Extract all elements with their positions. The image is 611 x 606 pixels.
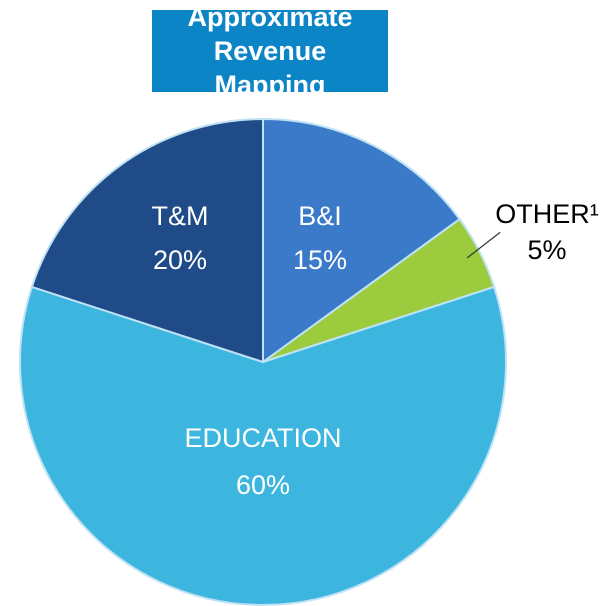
leader-line	[466, 231, 501, 259]
slice-value-label: 60%	[236, 470, 290, 500]
slice-value-label: 15%	[293, 245, 347, 275]
pie-slice	[30, 117, 264, 364]
pie-slice	[262, 117, 461, 364]
slice-label: B&I	[298, 201, 342, 231]
slice-label: T&M	[152, 201, 209, 231]
slice-value-label: 20%	[153, 245, 207, 275]
slice-value-label: 5%	[527, 235, 566, 265]
slice-label: EDUCATION	[184, 423, 341, 453]
slice-label: OTHER¹	[495, 199, 599, 229]
pie-slice	[19, 285, 507, 606]
